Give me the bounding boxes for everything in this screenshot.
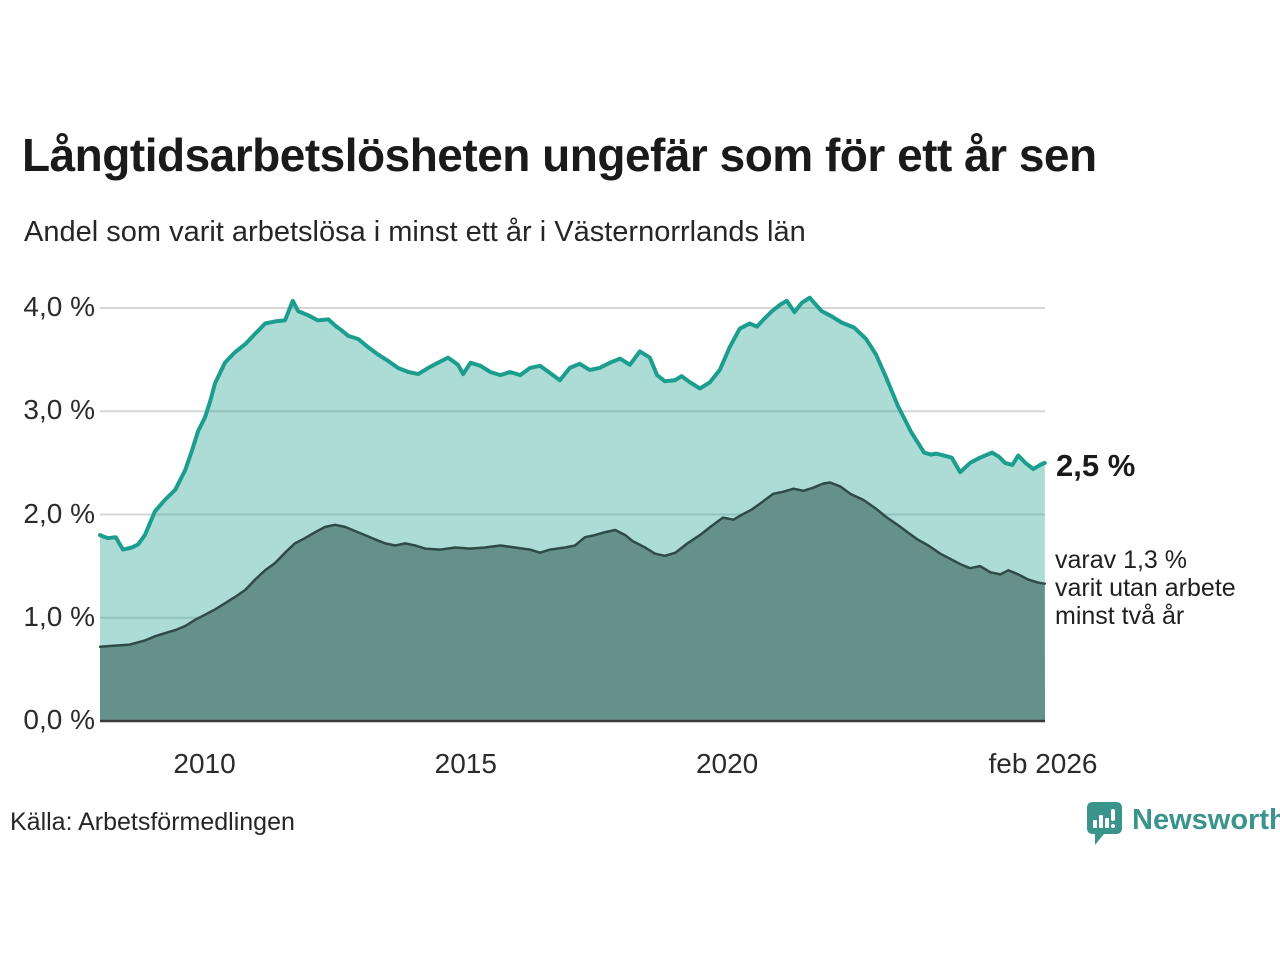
- trend-line-series-1: [98, 481, 1047, 648]
- newsworthy-wordmark: Newsworthy: [1132, 804, 1280, 836]
- y-tick-label: 3,0 %: [23, 394, 95, 426]
- newsworthy-bubble-chart-icon: [1086, 801, 1123, 853]
- x-tick-label: 2020: [695, 748, 759, 779]
- area-fill-series-1: [100, 482, 1045, 721]
- trend-line-series-0: [98, 295, 1047, 552]
- y-tick-label: 0,0 %: [23, 704, 95, 735]
- y-tick-label: 1,0 %: [23, 600, 95, 632]
- chart-title: Långtidsarbetslösheten ungefär som för e…: [22, 129, 1097, 181]
- two-year-annotation: varav 1,3 % varit utan arbete minst två …: [1055, 546, 1236, 630]
- source-credit: Källa: Arbetsförmedlingen: [10, 808, 295, 836]
- chart-subtitle: Andel som varit arbetslösa i minst ett å…: [24, 216, 806, 248]
- latest-value-label: 2,5 %: [1056, 448, 1136, 483]
- y-tick-label: 4,0 %: [23, 291, 95, 322]
- x-tick-label: 2010: [173, 748, 236, 779]
- x-tick-label: 2015: [434, 748, 497, 779]
- y-tick-label: 2,0 %: [23, 497, 95, 529]
- x-tick-label: feb 2026: [988, 748, 1098, 779]
- newsworthy-logo: Newsworthy: [1086, 801, 1280, 853]
